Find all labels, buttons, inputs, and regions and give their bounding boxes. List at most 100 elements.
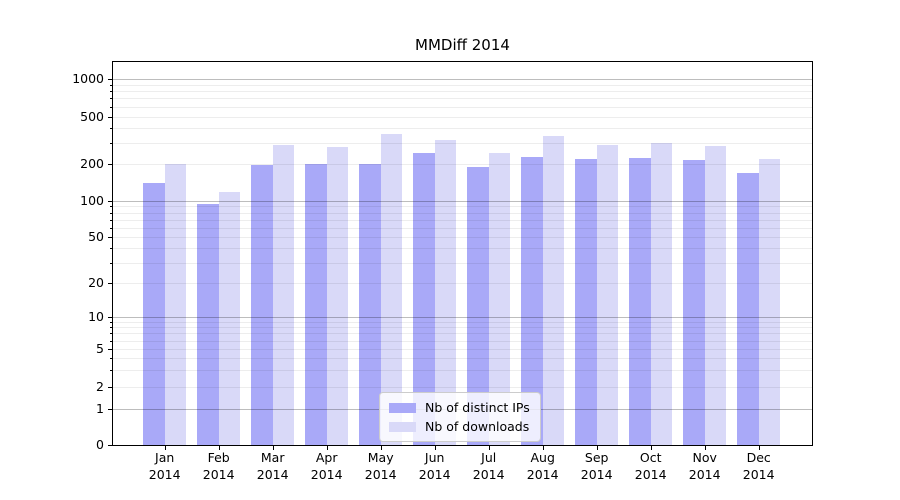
y-minortick-400	[110, 128, 112, 130]
y-minortick-800	[110, 91, 112, 93]
y-minortick-2	[110, 386, 112, 388]
x-tick-label-jul: Jul 2014	[459, 449, 519, 483]
bar-downloads-sep	[596, 144, 619, 445]
x-tick-label-dec: Dec 2014	[729, 449, 789, 483]
y-tick-label-50: 50	[88, 229, 104, 244]
x-label-month-jul: Jul	[481, 450, 497, 465]
legend-swatch-downloads	[389, 421, 416, 432]
bar-downloads-jul	[488, 153, 511, 445]
x-label-month-mar: Mar	[260, 450, 285, 465]
x-tick-label-sep: Sep 2014	[567, 449, 627, 483]
legend-item-downloads: Nb of downloads	[389, 418, 530, 435]
x-label-month-may: May	[367, 450, 394, 465]
bar-distinct-ips-may	[359, 164, 381, 445]
gridline-minor-90	[113, 206, 812, 208]
x-tick-label-may: May 2014	[351, 449, 411, 483]
gridline-minor-600	[113, 106, 812, 108]
bar-downloads-apr	[326, 147, 349, 445]
x-tick-oct	[650, 446, 652, 450]
gridline-major-1000	[113, 79, 812, 80]
gridline-minor-70	[113, 219, 812, 221]
y-tick-100	[108, 201, 112, 202]
y-minortick-60	[110, 227, 112, 229]
x-label-month-dec: Dec	[746, 450, 771, 465]
y-minortick-600	[110, 106, 112, 108]
bar-distinct-ips-oct	[629, 157, 651, 445]
x-tick-jun	[434, 446, 436, 450]
bar-distinct-ips-jul	[467, 166, 489, 445]
x-label-year-aug: 2014	[526, 467, 559, 482]
gridline-minor-3	[113, 369, 812, 371]
x-tick-label-feb: Feb 2014	[189, 449, 249, 483]
top-spine	[112, 61, 813, 62]
bar-downloads-aug	[542, 136, 565, 445]
bar-distinct-ips-jan	[143, 183, 165, 445]
x-label-month-jan: Jan	[155, 450, 175, 465]
y-minortick-200	[110, 164, 112, 165]
x-tick-label-nov: Nov 2014	[675, 449, 735, 483]
gridline-minor-800	[113, 91, 812, 93]
y-tick-label-2: 2	[96, 378, 104, 394]
y-tick-1	[108, 409, 112, 410]
y-tick-label-10: 10	[88, 309, 104, 324]
y-minortick-90	[110, 206, 112, 208]
y-minortick-50	[110, 237, 112, 238]
gridline-minor-20	[113, 283, 812, 284]
x-tick-label-jun: Jun 2014	[405, 449, 465, 483]
x-label-month-nov: Nov	[692, 450, 717, 465]
gridline-minor-5	[113, 349, 812, 350]
bar-distinct-ips-sep	[575, 159, 597, 445]
y-minortick-70	[110, 219, 112, 221]
gridline-minor-8	[113, 327, 812, 329]
bar-distinct-ips-apr	[305, 164, 327, 445]
gridline-minor-4	[113, 358, 812, 360]
x-tick-jan	[164, 446, 166, 450]
gridline-minor-6	[113, 340, 812, 342]
gridline-minor-300	[113, 142, 812, 144]
x-tick-jul	[488, 446, 490, 450]
x-label-month-apr: Apr	[315, 450, 338, 465]
x-tick-feb	[218, 446, 220, 450]
x-tick-aug	[542, 446, 544, 450]
legend: Nb of distinct IPs Nb of downloads	[379, 392, 541, 442]
x-label-month-oct: Oct	[639, 450, 662, 465]
legend-label-downloads: Nb of downloads	[425, 419, 530, 434]
gridline-major-100	[113, 201, 812, 202]
bar-distinct-ips-nov	[683, 160, 705, 445]
right-spine	[812, 61, 813, 446]
gridline-major-10	[113, 317, 812, 318]
y-minortick-80	[110, 212, 112, 214]
y-minortick-6	[110, 340, 112, 342]
y-minortick-4	[110, 358, 112, 360]
bar-downloads-may	[380, 133, 403, 445]
x-tick-label-aug: Aug 2014	[513, 449, 573, 483]
x-tick-mar	[272, 446, 274, 450]
y-minortick-5	[110, 349, 112, 350]
gridline-minor-30	[113, 262, 812, 264]
x-tick-sep	[596, 446, 598, 450]
y-tick-label-0: 0	[96, 437, 104, 452]
y-tick-10	[108, 317, 112, 318]
x-tick-dec	[758, 446, 760, 450]
y-minortick-300	[110, 142, 112, 144]
legend-label-distinct-ips: Nb of distinct IPs	[425, 400, 530, 415]
gridline-minor-900	[113, 84, 812, 86]
gridline-minor-40	[113, 248, 812, 250]
bar-downloads-jan	[164, 164, 187, 445]
gridline-minor-7	[113, 333, 812, 335]
gridline-minor-80	[113, 212, 812, 214]
x-label-month-jun: Jun	[424, 450, 445, 465]
y-minortick-3	[110, 369, 112, 371]
gridline-minor-400	[113, 128, 812, 130]
y-tick-label-1: 1	[96, 401, 104, 416]
x-label-year-sep: 2014	[580, 467, 613, 482]
x-tick-may	[380, 446, 382, 450]
x-tick-apr	[326, 446, 328, 450]
bar-distinct-ips-dec	[737, 172, 759, 445]
y-tick-label-100: 100	[80, 193, 104, 208]
bar-downloads-mar	[272, 144, 295, 445]
y-minortick-20	[110, 283, 112, 284]
y-minortick-500	[110, 116, 112, 118]
y-tick-label-20: 20	[88, 275, 104, 290]
bar-downloads-jun	[434, 139, 457, 445]
